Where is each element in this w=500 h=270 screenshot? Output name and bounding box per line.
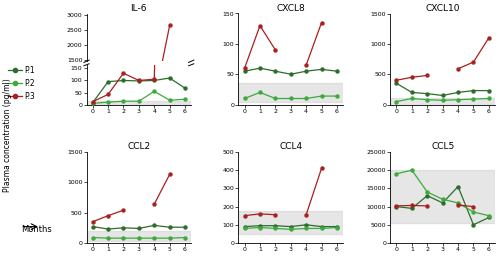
Bar <box>238 83 343 102</box>
Title: CXCL8: CXCL8 <box>276 4 305 13</box>
Title: IL-6: IL-6 <box>130 4 147 13</box>
Title: CCL5: CCL5 <box>431 142 454 151</box>
Bar <box>86 101 191 104</box>
Title: CXCL10: CXCL10 <box>426 4 460 13</box>
Title: CCL2: CCL2 <box>128 142 150 151</box>
Bar <box>86 231 191 241</box>
Bar <box>390 99 495 104</box>
Text: Months: Months <box>21 225 52 234</box>
Legend: P.1, P.2, P.3: P.1, P.2, P.3 <box>8 66 36 101</box>
Text: Plasma concentration (pg/ml): Plasma concentration (pg/ml) <box>2 78 12 192</box>
Bar <box>390 170 495 223</box>
Bar <box>238 211 343 234</box>
Title: CCL4: CCL4 <box>279 142 302 151</box>
